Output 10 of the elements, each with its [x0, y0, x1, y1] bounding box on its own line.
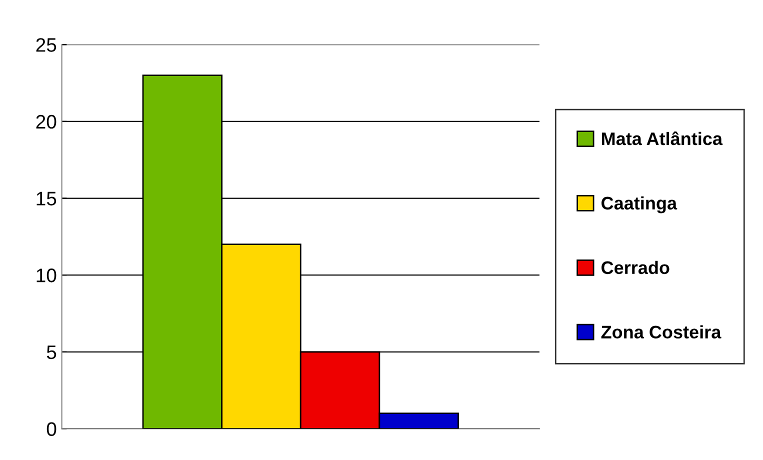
legend-label: Cerrado: [602, 260, 670, 274]
y-tick-label: 5: [46, 346, 56, 360]
y-tick-label: 10: [36, 268, 56, 282]
y-tick-label: 20: [36, 114, 56, 129]
legend-label: Caatinga: [602, 196, 678, 214]
y-tick-label: 25: [36, 38, 56, 52]
legend-label: Mata Atlântica: [602, 132, 723, 146]
y-tick-label: 0: [46, 422, 56, 436]
y-tick-label: 15: [36, 192, 56, 206]
legend-label: Zona Costeira: [601, 325, 722, 338]
